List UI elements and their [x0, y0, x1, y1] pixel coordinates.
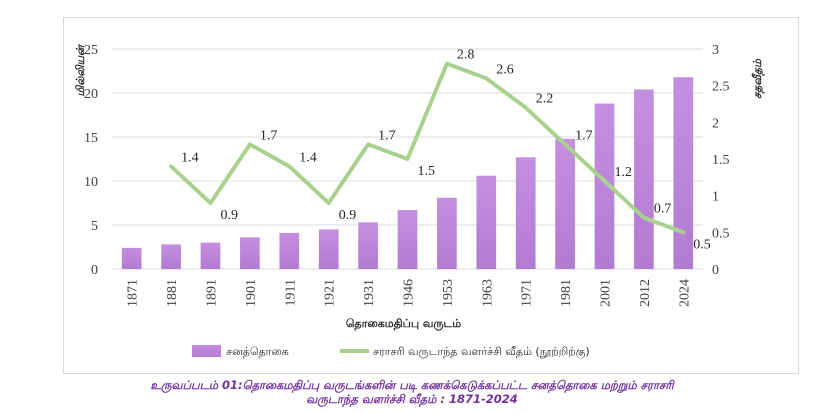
line-data-label: 1.4 [181, 150, 199, 165]
bar-1981 [555, 138, 575, 269]
x-tick-label: 1891 [205, 279, 220, 307]
bar-1971 [515, 157, 536, 269]
bar-1963 [476, 175, 497, 269]
line-data-label: 2.8 [457, 48, 475, 63]
x-tick-label: 1931 [362, 279, 377, 307]
y-right-tick-label: 1.5 [712, 153, 730, 168]
legend-label-growth-rate: சராசரி வருடாந்த வளர்ச்சி வீதம் (நூற்றிற்… [373, 345, 590, 360]
y-right-tick-label: 0 [712, 263, 719, 278]
y-right-tick-label: 3 [712, 43, 719, 58]
y-left-tick-label: 25 [84, 43, 98, 58]
figure-caption-line-2: வருடாந்த வளர்ச்சி வீதம் : 1871-2024 [306, 392, 518, 406]
y-right-axis-title: சதவீதம் [751, 58, 765, 99]
x-tick-label: 1963 [480, 279, 495, 307]
line-data-label: 2.6 [496, 62, 514, 77]
line-data-label: 0.7 [654, 202, 672, 217]
bar-2024 [673, 77, 694, 269]
x-tick-label: 2024 [677, 279, 692, 307]
line-data-label: 2.2 [536, 92, 554, 107]
bar-1881 [161, 244, 181, 269]
y-right-tick-label: 1 [712, 190, 719, 205]
bar-1911 [279, 232, 300, 269]
bar-1931 [358, 222, 378, 269]
x-tick-label: 1971 [520, 279, 535, 307]
bar-2001 [594, 103, 615, 269]
x-tick-label: 1871 [126, 279, 141, 307]
line-data-label: 0.9 [221, 208, 239, 223]
x-tick-label: 1953 [441, 279, 456, 307]
bar-2012 [634, 89, 654, 269]
bar-1921 [318, 229, 339, 269]
x-tick-label: 2001 [599, 279, 614, 307]
x-tick-label: 2012 [638, 279, 653, 307]
x-tick-label: 1881 [165, 279, 180, 307]
line-data-label: 1.2 [615, 165, 633, 180]
line-data-label: 1.7 [575, 128, 593, 143]
y-left-axis-title: மில்லியன் [74, 43, 87, 97]
line-data-label: 1.5 [418, 164, 436, 179]
line-data-label: 0.9 [339, 208, 357, 223]
y-left-tick-label: 10 [84, 175, 98, 190]
y-left-tick-label: 20 [84, 87, 98, 102]
bar-1953 [437, 197, 457, 269]
line-data-label: 1.7 [378, 128, 396, 143]
bar-1946 [397, 210, 418, 269]
line-data-label: 1.7 [260, 128, 278, 143]
y-right-tick-label: 2 [712, 116, 719, 131]
x-tick-label: 1946 [402, 279, 417, 307]
chart-area: 0 5 10 15 20 25 0 0.5 1 1.5 2 2.5 3 1871 1881 1891 1901 1… [63, 17, 799, 374]
legend-label-population: சனத்தொகை [226, 345, 289, 358]
y-left-tick-label: 0 [91, 263, 98, 278]
bar-1901 [240, 237, 260, 269]
line-data-label: 1.4 [299, 150, 317, 165]
y-left-tick-label: 15 [84, 131, 98, 146]
bar-1891 [200, 242, 221, 269]
bar-1871 [121, 247, 142, 269]
x-tick-label: 1911 [283, 279, 298, 306]
x-tick-label: 1901 [244, 279, 259, 307]
growth-rate-line [169, 61, 686, 235]
line-data-label: 0.5 [693, 237, 711, 252]
x-axis-title: தொகைமதிப்பு வருடம் [346, 317, 461, 331]
legend-swatch-population [192, 345, 221, 357]
x-tick-label: 1921 [323, 279, 338, 307]
y-right-tick-label: 2.5 [712, 80, 730, 95]
y-left-tick-label: 5 [91, 219, 98, 234]
figure-caption-line-1: உருவப்படம் 01:தொகைமதிப்பு வருடங்களின் பட… [150, 378, 674, 392]
y-right-tick-label: 0.5 [712, 226, 730, 241]
x-tick-label: 1981 [559, 279, 574, 307]
